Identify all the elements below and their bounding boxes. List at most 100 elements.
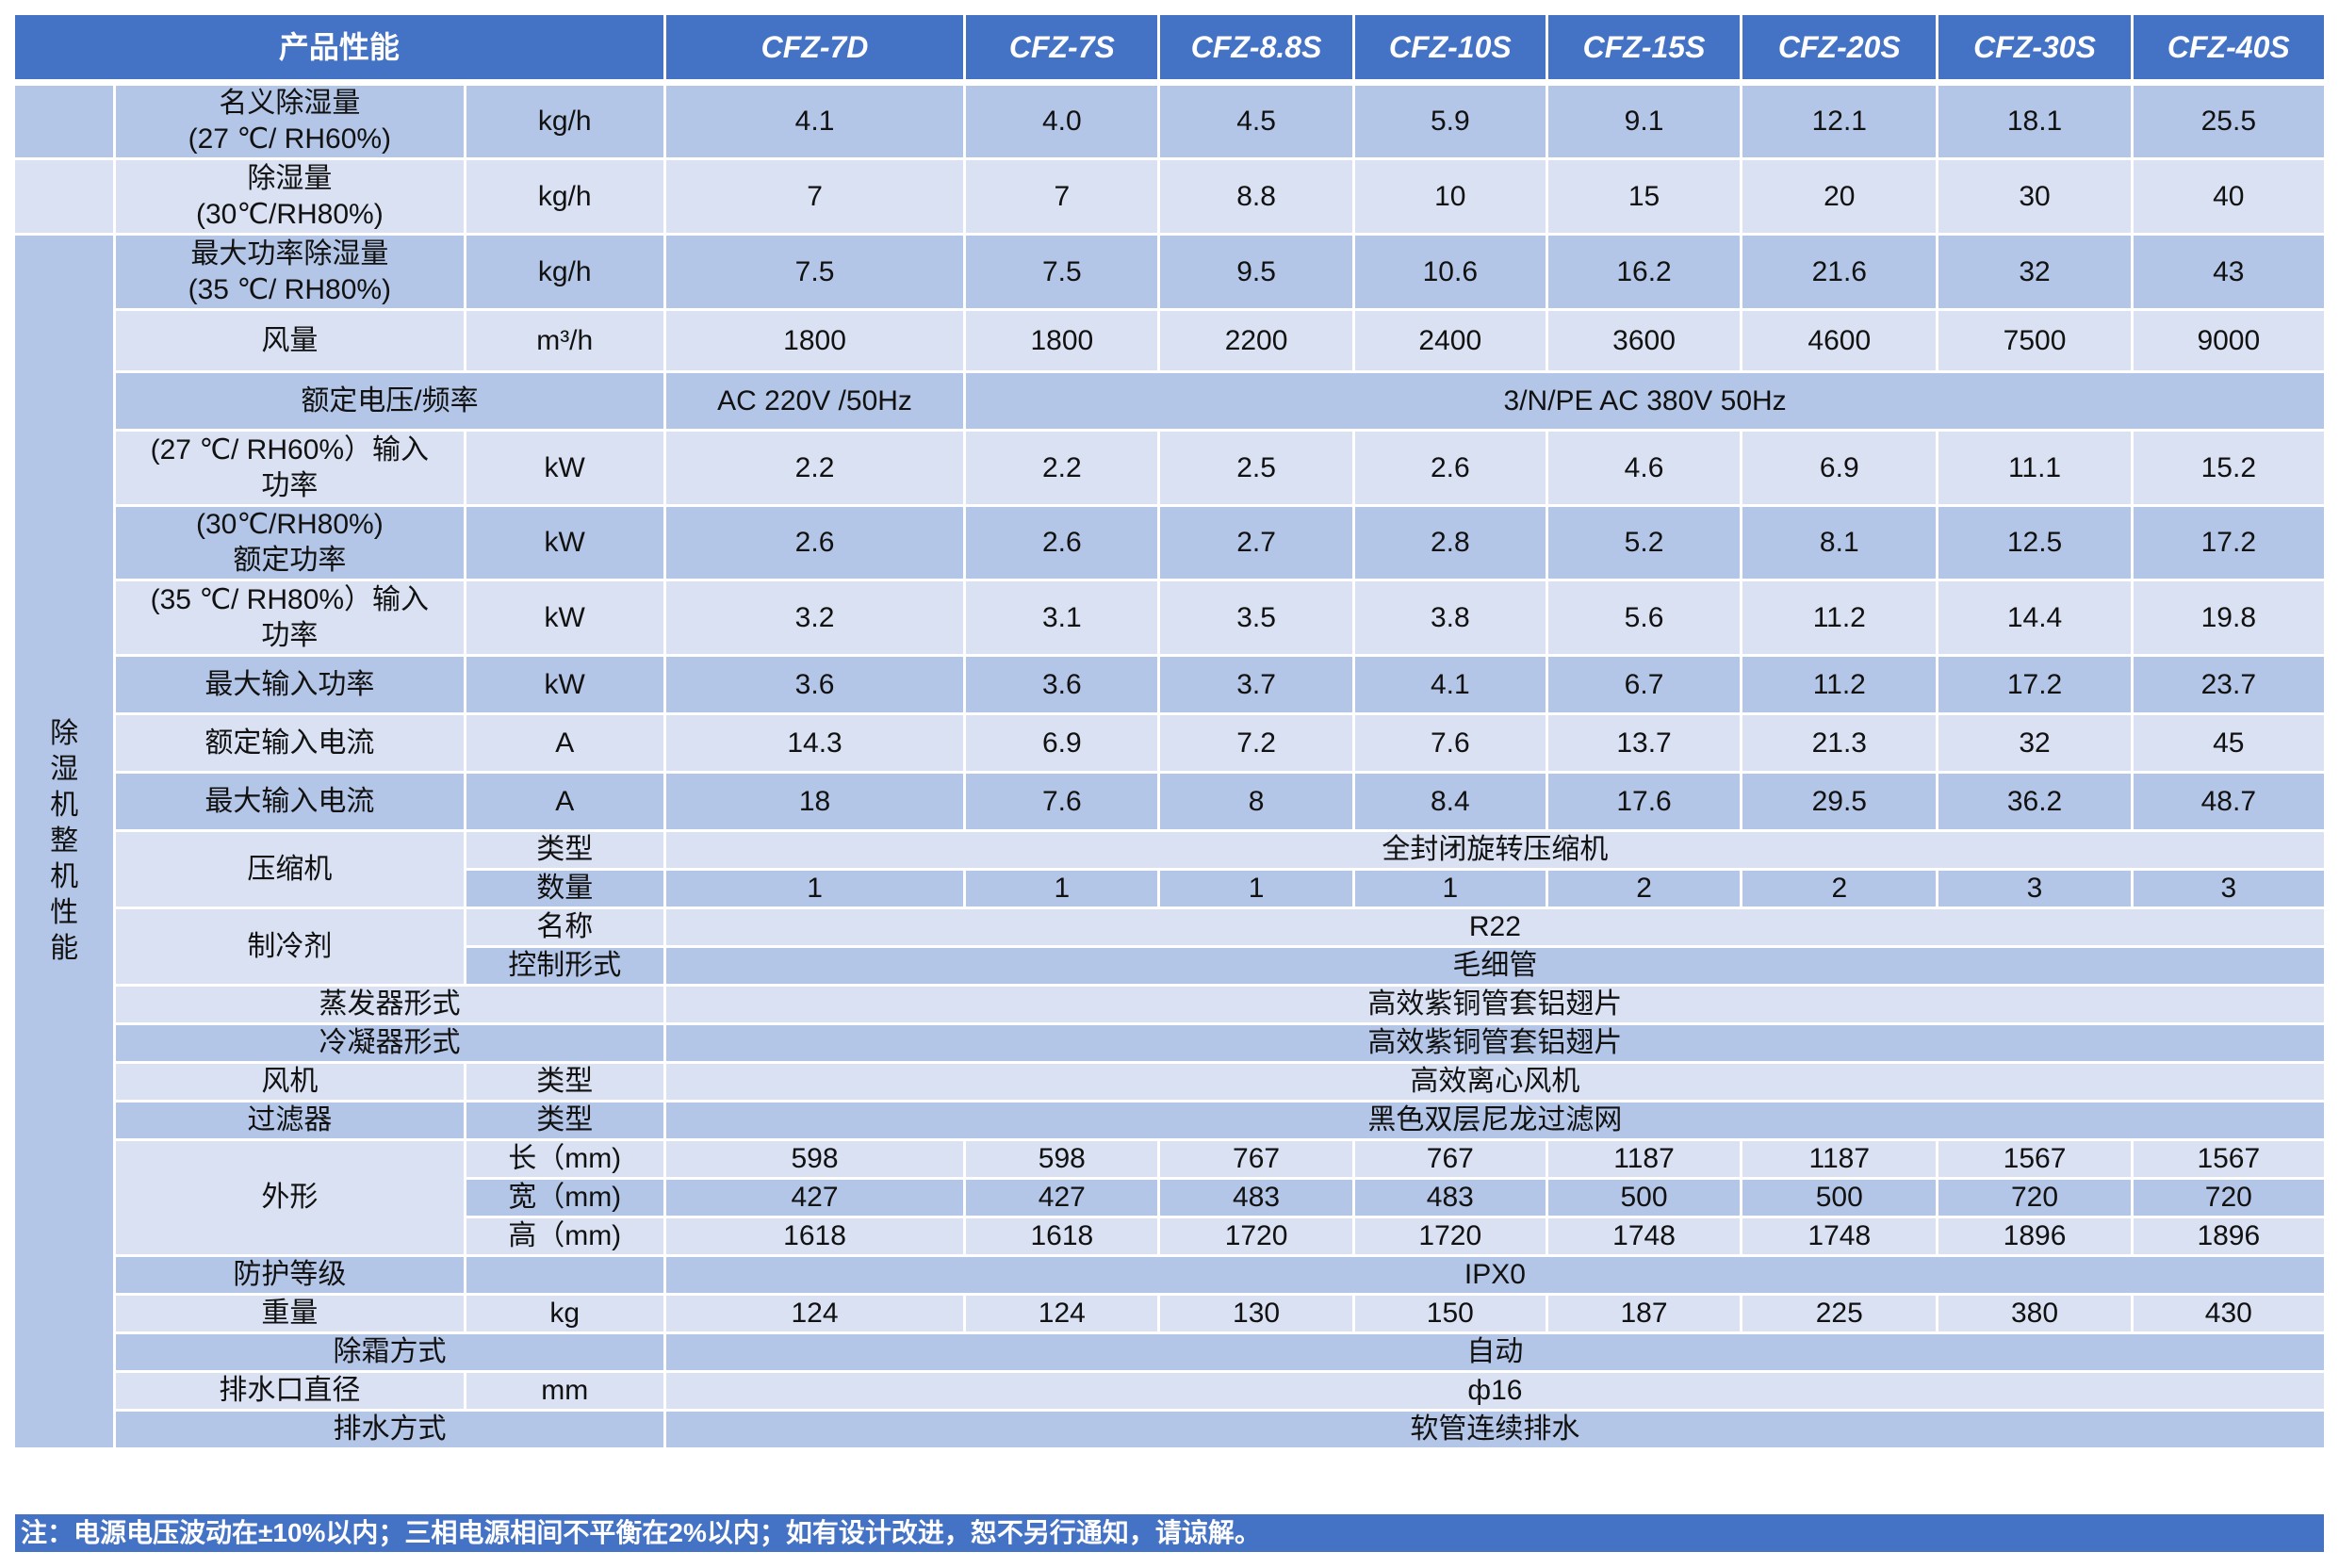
row-label: 最大功率除湿量 (35 ℃/ RH80%) bbox=[113, 233, 466, 311]
row-label: 风量 bbox=[113, 308, 466, 373]
row-label: (27 ℃/ RH60%）输入 功率 bbox=[113, 429, 466, 507]
table-row: 高（mm) 1618 1618 1720 1720 1748 1748 1896 1896 bbox=[14, 1216, 2328, 1257]
value-cell: 1800 bbox=[963, 308, 1161, 373]
value-cell: 124 bbox=[963, 1293, 1161, 1334]
value-cell: 45 bbox=[2130, 712, 2328, 774]
value-cell: 483 bbox=[1157, 1177, 1355, 1218]
value-cell-merged: 黑色双层尼龙过滤网 bbox=[662, 1100, 2328, 1141]
value-cell: 2.2 bbox=[662, 429, 967, 507]
table-row: 除霜方式 自动 bbox=[14, 1331, 2328, 1373]
table-row: 额定电压/频率 AC 220V /50Hz 3/N/PE AC 380V 50Hz bbox=[14, 370, 2327, 432]
value-cell: 43 bbox=[2130, 233, 2328, 311]
value-cell: 4.0 bbox=[963, 81, 1161, 160]
value-cell: 1618 bbox=[963, 1216, 1161, 1257]
value-cell: 3600 bbox=[1545, 308, 1743, 373]
value-cell: 1187 bbox=[1740, 1138, 1939, 1180]
row-label: 压缩机 bbox=[113, 829, 466, 909]
value-cell: 9.1 bbox=[1545, 81, 1743, 160]
value-cell: 380 bbox=[1936, 1293, 2134, 1334]
value-cell: AC 220V /50Hz bbox=[662, 370, 967, 432]
value-cell: 427 bbox=[662, 1177, 967, 1218]
value-cell: 150 bbox=[1351, 1293, 1548, 1334]
value-cell: 2.6 bbox=[963, 504, 1161, 581]
table-row: (35 ℃/ RH80%）输入 功率 kW 3.2 3.1 3.5 3.8 5.6 11.2 1… bbox=[14, 579, 2328, 657]
table-row: 风机 类型 高效离心风机 bbox=[14, 1061, 2328, 1102]
table-row: 名义除湿量 (27 ℃/ RH60%) kg/h 4.1 4.0 4.5 5.9 9.1 12… bbox=[11, 81, 2328, 160]
value-cell: 4.6 bbox=[1545, 429, 1743, 507]
table-row: 风量 m³/h 1800 1800 2200 2400 3600 4600 7500 9000 bbox=[14, 308, 2328, 373]
value-cell-merged: 3/N/PE AC 380V 50Hz bbox=[963, 370, 2327, 432]
value-cell: 3 bbox=[2130, 868, 2328, 909]
value-cell: 12.1 bbox=[1740, 81, 1939, 160]
unit-cell: m³/h bbox=[463, 308, 666, 373]
unit-cell: kg/h bbox=[463, 233, 666, 311]
table-row: 冷凝器形式 高效紫铜管套铝翅片 bbox=[14, 1022, 2328, 1064]
model-header: CFZ-10S bbox=[1351, 12, 1548, 86]
header-row: 产品性能 CFZ-7D CFZ-7S CFZ-8.8S CFZ-10S CFZ-15S C… bbox=[12, 12, 2328, 86]
value-cell: 8.1 bbox=[1740, 504, 1939, 581]
value-cell: 3 bbox=[1936, 868, 2134, 909]
value-cell: 130 bbox=[1157, 1293, 1355, 1334]
value-cell: 3.7 bbox=[1157, 654, 1355, 715]
model-header: CFZ-8.8S bbox=[1157, 12, 1355, 86]
value-cell: 720 bbox=[1936, 1177, 2134, 1218]
value-cell: 16.2 bbox=[1545, 233, 1743, 311]
value-cell: 6.7 bbox=[1545, 654, 1743, 715]
value-cell-merged: ф16 bbox=[662, 1370, 2328, 1412]
value-cell: 2200 bbox=[1157, 308, 1355, 373]
row-label: (30℃/RH80%) 额定功率 bbox=[113, 504, 466, 581]
value-cell: 3.1 bbox=[963, 579, 1161, 657]
model-header: CFZ-15S bbox=[1545, 12, 1743, 86]
value-cell: 9000 bbox=[2130, 308, 2328, 373]
group-cell bbox=[11, 81, 117, 160]
value-cell-merged: R22 bbox=[662, 906, 2328, 948]
value-cell: 767 bbox=[1157, 1138, 1355, 1180]
value-cell: 2.8 bbox=[1351, 504, 1548, 581]
value-cell: 8.8 bbox=[1157, 157, 1355, 236]
unit-cell: kW bbox=[463, 579, 666, 657]
value-cell: 720 bbox=[2130, 1177, 2328, 1218]
unit-cell: kg/h bbox=[463, 81, 666, 160]
value-cell: 1748 bbox=[1740, 1216, 1939, 1257]
table-row: (30℃/RH80%) 额定功率 kW 2.6 2.6 2.7 2.8 5.2 8.1 12.5… bbox=[14, 504, 2328, 581]
value-cell: 1896 bbox=[2130, 1216, 2328, 1257]
model-header: CFZ-7S bbox=[963, 12, 1161, 86]
table-row: 重量 kg 124 124 130 150 187 225 380 430 bbox=[14, 1293, 2328, 1334]
unit-cell bbox=[463, 1254, 666, 1296]
value-cell: 14.4 bbox=[1936, 579, 2134, 657]
value-cell: 8 bbox=[1157, 771, 1355, 832]
value-cell: 3.6 bbox=[662, 654, 967, 715]
value-cell: 1567 bbox=[2130, 1138, 2328, 1180]
row-label: 名义除湿量 (27 ℃/ RH60%) bbox=[113, 81, 466, 160]
row-label: 过滤器 bbox=[113, 1100, 466, 1141]
value-cell: 8.4 bbox=[1351, 771, 1548, 832]
table-row: 排水方式 软管连续排水 bbox=[14, 1409, 2328, 1450]
value-cell-merged: 自动 bbox=[662, 1331, 2328, 1373]
value-cell: 427 bbox=[963, 1177, 1161, 1218]
value-cell: 30 bbox=[1936, 157, 2134, 236]
value-cell-merged: 高效离心风机 bbox=[662, 1061, 2328, 1102]
unit-cell: 高（mm) bbox=[463, 1216, 666, 1257]
unit-cell: 类型 bbox=[463, 1100, 666, 1141]
value-cell: 29.5 bbox=[1740, 771, 1939, 832]
row-label: 除湿量 (30℃/RH80%) bbox=[113, 157, 466, 236]
value-cell: 2400 bbox=[1351, 308, 1548, 373]
value-cell: 18 bbox=[662, 771, 967, 832]
value-cell: 21.3 bbox=[1740, 712, 1939, 774]
value-cell: 21.6 bbox=[1740, 233, 1939, 311]
table-row: 除 湿 机 整 机 性 能最大功率除湿量 (35 ℃/ RH80%) kg/h 7.… bbox=[11, 233, 2328, 1450]
value-cell-merged: 高效紫铜管套铝翅片 bbox=[662, 984, 2328, 1025]
value-cell: 10 bbox=[1351, 157, 1548, 236]
row-label: 蒸发器形式 bbox=[113, 984, 666, 1025]
unit-cell: 类型 bbox=[463, 829, 666, 871]
table-row: 压缩机 类型 全封闭旋转压缩机 bbox=[14, 829, 2328, 909]
value-cell: 1720 bbox=[1157, 1216, 1355, 1257]
table-row: 制冷剂 名称 R22 bbox=[14, 906, 2328, 987]
value-cell: 1187 bbox=[1545, 1138, 1743, 1180]
unit-cell: 类型 bbox=[463, 1061, 666, 1102]
value-cell: 7.6 bbox=[1351, 712, 1548, 774]
value-cell: 5.6 bbox=[1545, 579, 1743, 657]
value-cell: 7.5 bbox=[662, 233, 967, 311]
value-cell-merged: 毛细管 bbox=[662, 945, 2328, 987]
value-cell: 15 bbox=[1545, 157, 1743, 236]
